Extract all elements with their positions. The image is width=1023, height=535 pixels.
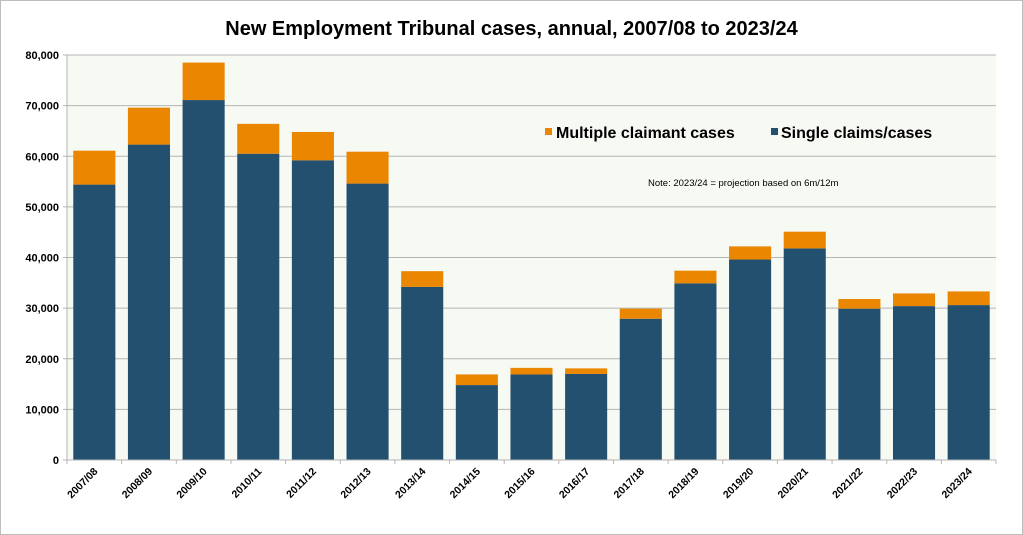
bar-multiple-2017-18 — [619, 308, 662, 319]
x-tick-label: 2023/24 — [939, 466, 974, 501]
y-tick-label: 60,000 — [25, 151, 59, 163]
bar-single-2019-20 — [729, 259, 772, 460]
bars — [73, 62, 990, 461]
bar-single-2023-24 — [947, 305, 990, 460]
bar-single-2021-22 — [838, 308, 881, 460]
bar-multiple-2021-22 — [838, 299, 881, 309]
bar-single-2011-12 — [291, 160, 334, 461]
bar-single-2007-08 — [73, 184, 116, 460]
x-tick-label: 2020/21 — [776, 466, 811, 501]
chart-title: New Employment Tribunal cases, annual, 2… — [225, 18, 798, 40]
x-tick-label: 2018/19 — [666, 466, 701, 501]
bar-single-2017-18 — [619, 318, 662, 460]
x-tick-label: 2017/18 — [612, 466, 647, 501]
bar-multiple-2015-16 — [510, 367, 553, 375]
bar-single-2010-11 — [237, 153, 280, 460]
x-tick-label: 2010/11 — [229, 466, 264, 501]
x-tick-label: 2019/20 — [721, 466, 756, 501]
y-tick-label: 50,000 — [25, 202, 59, 214]
bar-single-2020-21 — [783, 248, 826, 460]
bar-single-2013-14 — [401, 286, 444, 460]
y-tick-label: 80,000 — [25, 50, 59, 62]
bar-multiple-2019-20 — [729, 246, 772, 260]
legend-label-single: Single claims/cases — [781, 125, 932, 142]
legend-swatch-single — [771, 128, 778, 135]
bar-single-2016-17 — [565, 373, 608, 460]
y-tick-label: 30,000 — [25, 303, 59, 315]
bar-multiple-2011-12 — [291, 131, 334, 161]
x-tick-label: 2008/09 — [120, 466, 155, 501]
x-tick-label: 2016/17 — [557, 466, 592, 501]
annotation-note: Note: 2023/24 = projection based on 6m/1… — [648, 178, 838, 189]
bar-multiple-2009-10 — [182, 62, 225, 101]
bar-multiple-2023-24 — [947, 291, 990, 306]
bar-multiple-2022-23 — [892, 293, 936, 307]
x-tick-label: 2007/08 — [65, 466, 100, 501]
bar-multiple-2010-11 — [237, 123, 280, 154]
legend: Multiple claimant cases Single claims/ca… — [545, 125, 932, 142]
y-tick-label: 0 — [53, 455, 59, 467]
x-tick-label: 2012/13 — [338, 466, 373, 501]
bar-multiple-2012-13 — [346, 151, 389, 184]
y-tick-label: 40,000 — [25, 253, 59, 265]
bar-single-2022-23 — [892, 306, 936, 460]
y-tick-label: 70,000 — [25, 101, 59, 113]
bar-multiple-2008-09 — [127, 107, 171, 145]
bar-single-2014-15 — [455, 385, 498, 460]
x-tick-label: 2009/10 — [174, 466, 209, 501]
x-tick-label: 2013/14 — [393, 466, 428, 501]
x-tick-label: 2015/16 — [502, 466, 537, 501]
bar-multiple-2014-15 — [455, 374, 498, 386]
x-axis: 2007/08 2008/09 2009/10 2010/11 2011/12 2012/… — [65, 459, 997, 501]
bar-single-2015-16 — [510, 374, 553, 460]
y-tick-label: 20,000 — [25, 354, 59, 366]
bar-multiple-2018-19 — [674, 270, 717, 284]
x-tick-label: 2021/22 — [830, 466, 865, 501]
bar-multiple-2007-08 — [73, 150, 116, 185]
x-tick-label: 2014/15 — [448, 466, 483, 501]
y-axis: 0 10,000 20,000 30,000 40,000 50,000 60,000 70,… — [25, 50, 68, 467]
bar-single-2009-10 — [182, 100, 225, 461]
legend-label-multiple: Multiple claimant cases — [556, 125, 735, 142]
bar-single-2012-13 — [346, 183, 389, 460]
bar-single-2018-19 — [674, 283, 717, 460]
bar-multiple-2013-14 — [401, 271, 444, 287]
bar-multiple-2016-17 — [565, 368, 608, 374]
bar-multiple-2020-21 — [783, 231, 826, 249]
x-tick-label: 2022/23 — [885, 466, 920, 501]
legend-swatch-multiple — [545, 128, 552, 135]
x-tick-label: 2011/12 — [284, 466, 319, 501]
y-tick-label: 10,000 — [25, 404, 59, 416]
bar-single-2008-09 — [127, 144, 171, 460]
